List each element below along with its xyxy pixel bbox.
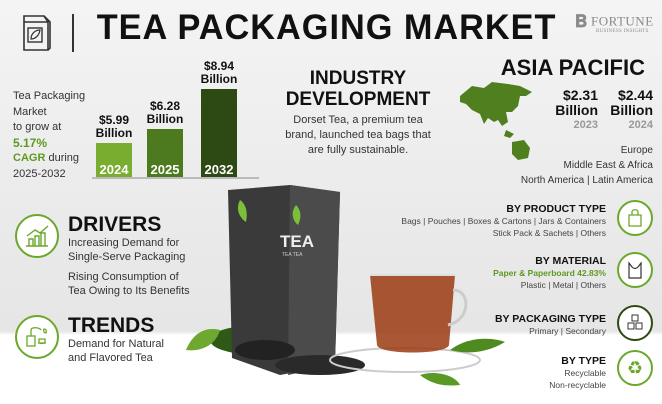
tea-bag-package-icon: [23, 15, 51, 51]
drivers-title: DRIVERS: [68, 213, 162, 236]
fortune-logo: 𝐁 FORTUNE BUSINESS INSIGHTS: [575, 12, 654, 34]
growth-line: to grow at: [13, 121, 62, 133]
tea-product-image: [186, 185, 505, 386]
growth-summary: Tea Packaging Market to grow at 5.17% CA…: [13, 89, 85, 182]
segment-title: BY TYPE: [561, 355, 606, 367]
drivers-icon: [15, 214, 59, 258]
bar-label-2025: $6.28 Billion: [146, 99, 184, 127]
industry-development: INDUSTRY DEVELOPMENT Dorset Tea, a premi…: [280, 68, 436, 158]
driver-item: Increasing Demand for Single-Serve Packa…: [68, 237, 186, 263]
segment-title: BY PACKAGING TYPE: [494, 313, 606, 325]
segment-title: BY PRODUCT TYPE: [506, 203, 606, 215]
chart-baseline: [92, 177, 259, 179]
boxes-icon: [617, 305, 653, 341]
trends-icon: [15, 315, 59, 359]
segment-line: Primary | Secondary: [529, 326, 606, 336]
growth-period: 2025-2032: [13, 167, 66, 180]
recycle-icon: ♻: [617, 350, 653, 386]
segment-line: Plastic | Metal | Others: [520, 280, 606, 290]
growth-during: during: [48, 152, 80, 164]
bar-2032: 2032: [201, 89, 237, 177]
bar-2024: 2024: [96, 143, 132, 177]
segment-line: Bags | Pouches | Boxes & Cartons | Jars …: [401, 216, 606, 226]
drivers-section: DRIVERS Increasing Demand for Single-Ser…: [68, 214, 193, 298]
other-regions: Europe Middle East & Africa North Americ…: [521, 143, 653, 188]
header-divider: [72, 14, 74, 52]
plastic-bag-icon: [617, 252, 653, 288]
logo-mark-icon: 𝐁: [575, 12, 587, 31]
industry-title: INDUSTRY: [309, 68, 407, 89]
segment-line: Recyclable: [564, 368, 606, 378]
segment-line: Non-recyclable: [549, 380, 606, 390]
box-title: TEA: [280, 232, 314, 251]
trends-section: TRENDS Demand for Natural and Flavored T…: [68, 315, 178, 365]
growth-line: Tea Packaging: [13, 90, 86, 102]
trend-item: Demand for Natural and Flavored Tea: [68, 338, 164, 364]
industry-text: Dorset Tea, a premium tea brand, launche…: [285, 114, 431, 156]
segment-packaging-type: BY PACKAGING TYPE Primary | Secondary: [495, 313, 606, 337]
box-subtitle: TEA TEA: [282, 252, 303, 258]
bar-label-2024: $5.99 Billion: [95, 113, 133, 141]
trends-title: TRENDS: [68, 314, 155, 337]
region-mea: Middle East & Africa: [563, 160, 653, 171]
industry-title: DEVELOPMENT: [285, 89, 431, 110]
segment-line: Stick Pack & Sachets | Others: [492, 228, 606, 238]
region-title: ASIA PACIFIC: [500, 55, 645, 80]
region-americas: North America | Latin America: [520, 175, 653, 186]
bar-label-2032: $8.94 Billion: [200, 59, 238, 86]
cagr-label: CAGR: [13, 152, 46, 164]
region-value-2023: $2.31 Billion 2023: [555, 87, 598, 132]
page-title: TEA PACKAGING MARKET: [96, 8, 557, 47]
segment-highlight: Paper & Paperboard 42.83%: [493, 268, 606, 278]
segment-product-type: BY PRODUCT TYPE Bags | Pouches | Boxes &…: [401, 203, 606, 239]
logo-sub: BUSINESS INSIGHTS: [596, 29, 649, 34]
segment-material: BY MATERIAL Paper & Paperboard 42.83% Pl…: [493, 255, 606, 291]
segment-type: BY TYPE Recyclable Non-recyclable: [549, 355, 606, 391]
segment-title: BY MATERIAL: [535, 255, 606, 267]
bar-2025: 2025: [147, 129, 183, 177]
logo-brand: FORTUNE: [590, 13, 654, 29]
region-europe: Europe: [620, 145, 653, 156]
growth-line: Market: [13, 105, 47, 118]
region-value-2024: $2.44 Billion 2024: [610, 87, 653, 132]
cagr-value: 5.17%: [13, 135, 48, 150]
shopping-bag-icon: [617, 200, 653, 236]
asia-map-icon: [460, 82, 532, 160]
driver-item: Rising Consumption of Tea Owing to Its B…: [68, 271, 190, 297]
